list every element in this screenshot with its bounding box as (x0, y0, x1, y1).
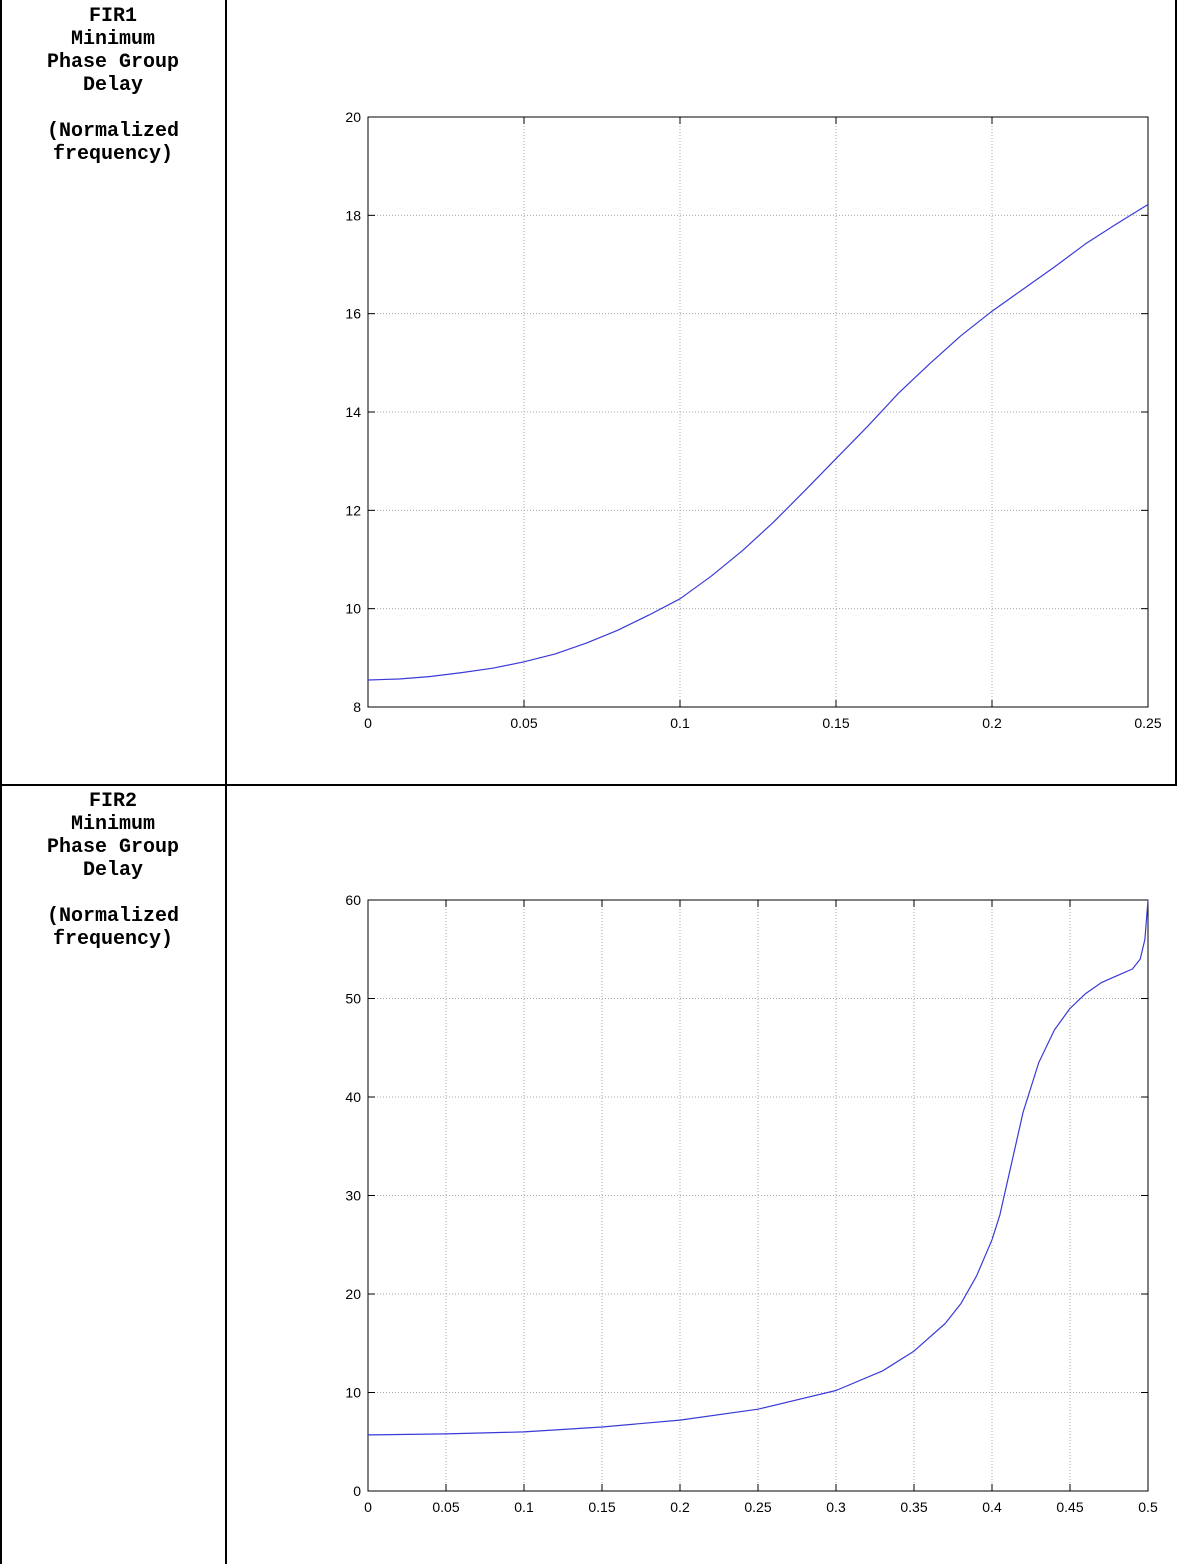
chart2-xtick-label: 0.05 (432, 1499, 459, 1515)
chart2-ytick-label: 50 (345, 991, 361, 1007)
chart2-ytick-label: 10 (345, 1385, 361, 1401)
chart2-xtick-label: 0.3 (826, 1499, 846, 1515)
chart2-xtick-label: 0.45 (1056, 1499, 1083, 1515)
table-border-right (1175, 0, 1177, 786)
chart2-ytick-label: 40 (345, 1089, 361, 1105)
chart1-ytick-label: 20 (345, 109, 361, 125)
chart2-xtick-label: 0.15 (588, 1499, 615, 1515)
chart2-ytick-label: 60 (345, 892, 361, 908)
chart1-xtick-label: 0.1 (670, 715, 690, 731)
chart2-ytick-label: 30 (345, 1188, 361, 1204)
chart2-xtick-label: 0 (364, 1499, 372, 1515)
chart2-xtick-label: 0.25 (744, 1499, 771, 1515)
chart2-xtick-label: 0.35 (900, 1499, 927, 1515)
row2-label: FIR2 Minimum Phase Group Delay (Normaliz… (46, 790, 180, 951)
table-column-divider (225, 0, 227, 1564)
chart1-xtick-label: 0.15 (822, 715, 849, 731)
chart1-ytick-label: 10 (345, 601, 361, 617)
chart2-ytick-label: 0 (353, 1483, 361, 1499)
chart2-xtick-label: 0.4 (982, 1499, 1002, 1515)
chart2-xtick-label: 0.5 (1138, 1499, 1158, 1515)
table-row-divider (0, 784, 1177, 786)
chart1-ytick-label: 14 (345, 404, 361, 420)
chart2-xtick-label: 0.1 (514, 1499, 534, 1515)
chart1-series-line (367, 203, 1149, 681)
chart1-xtick-label: 0 (364, 715, 372, 731)
chart1-ytick-label: 18 (345, 207, 361, 223)
chart1-ytick-label: 16 (345, 306, 361, 322)
chart1-xtick-label: 0.25 (1134, 715, 1161, 731)
row1-label: FIR1 Minimum Phase Group Delay (Normaliz… (46, 5, 180, 166)
chart1-xtick-label: 0.2 (982, 715, 1002, 731)
table-border-left (0, 0, 2, 1564)
chart1-ytick-label: 12 (345, 502, 361, 518)
chart1-xtick-label: 0.05 (510, 715, 537, 731)
chart1-ytick-label: 8 (353, 699, 361, 715)
chart2-series-line (367, 899, 1149, 1436)
chart2-xtick-label: 0.2 (670, 1499, 690, 1515)
chart2-ytick-label: 20 (345, 1286, 361, 1302)
